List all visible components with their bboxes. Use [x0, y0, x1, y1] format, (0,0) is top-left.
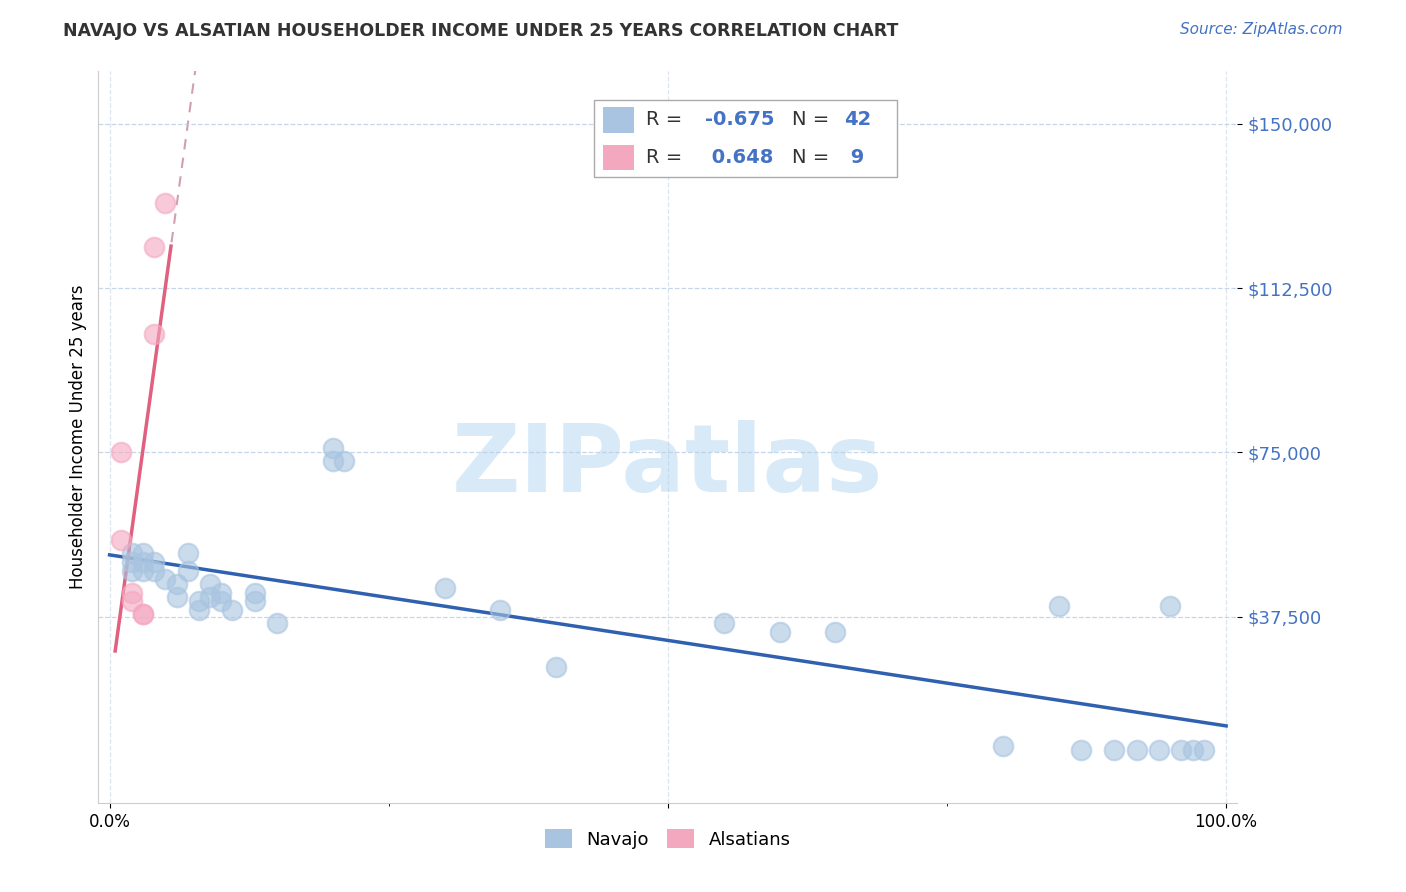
- Bar: [603, 145, 634, 170]
- Point: [243, 594, 266, 608]
- Point: [121, 594, 143, 608]
- Point: [110, 533, 132, 547]
- Point: [121, 555, 143, 569]
- Text: ZIPatlas: ZIPatlas: [453, 420, 883, 512]
- Point: [1126, 743, 1149, 757]
- Point: [198, 576, 221, 591]
- Legend: Navajo, Alsatians: Navajo, Alsatians: [538, 822, 797, 856]
- Point: [991, 739, 1014, 753]
- Text: 9: 9: [844, 148, 865, 167]
- Point: [1070, 743, 1092, 757]
- Point: [1159, 599, 1181, 613]
- Point: [143, 327, 166, 342]
- Point: [209, 594, 232, 608]
- Text: N =: N =: [792, 148, 828, 167]
- Text: R =: R =: [647, 111, 682, 129]
- Point: [1047, 599, 1070, 613]
- Point: [187, 603, 209, 617]
- Text: Source: ZipAtlas.com: Source: ZipAtlas.com: [1180, 22, 1343, 37]
- Point: [187, 594, 209, 608]
- Point: [1170, 743, 1192, 757]
- Point: [155, 573, 177, 587]
- Point: [824, 625, 846, 640]
- Point: [198, 590, 221, 604]
- Point: [121, 546, 143, 560]
- Point: [489, 603, 512, 617]
- Point: [177, 564, 200, 578]
- Point: [132, 607, 155, 622]
- Point: [266, 616, 288, 631]
- Point: [768, 625, 790, 640]
- Text: 42: 42: [844, 111, 872, 129]
- Point: [333, 454, 356, 468]
- Point: [121, 564, 143, 578]
- Point: [132, 564, 155, 578]
- Point: [209, 585, 232, 599]
- Point: [155, 195, 177, 210]
- FancyBboxPatch shape: [593, 100, 897, 177]
- Point: [132, 607, 155, 622]
- Point: [221, 603, 243, 617]
- Point: [713, 616, 735, 631]
- Point: [546, 660, 568, 674]
- Point: [143, 555, 166, 569]
- Point: [132, 546, 155, 560]
- Point: [177, 546, 200, 560]
- Point: [433, 581, 456, 595]
- Text: -0.675: -0.675: [704, 111, 775, 129]
- Text: NAVAJO VS ALSATIAN HOUSEHOLDER INCOME UNDER 25 YEARS CORRELATION CHART: NAVAJO VS ALSATIAN HOUSEHOLDER INCOME UN…: [63, 22, 898, 40]
- Point: [143, 564, 166, 578]
- Point: [132, 555, 155, 569]
- Text: 0.648: 0.648: [704, 148, 773, 167]
- Point: [143, 239, 166, 253]
- Point: [1147, 743, 1170, 757]
- Bar: [603, 107, 634, 133]
- Point: [1104, 743, 1126, 757]
- Point: [1192, 743, 1215, 757]
- Point: [1181, 743, 1204, 757]
- Point: [322, 441, 344, 455]
- Point: [166, 590, 188, 604]
- Text: R =: R =: [647, 148, 682, 167]
- Point: [166, 576, 188, 591]
- Text: N =: N =: [792, 111, 828, 129]
- Point: [110, 445, 132, 459]
- Y-axis label: Householder Income Under 25 years: Householder Income Under 25 years: [69, 285, 87, 590]
- Point: [243, 585, 266, 599]
- Point: [121, 585, 143, 599]
- Point: [322, 454, 344, 468]
